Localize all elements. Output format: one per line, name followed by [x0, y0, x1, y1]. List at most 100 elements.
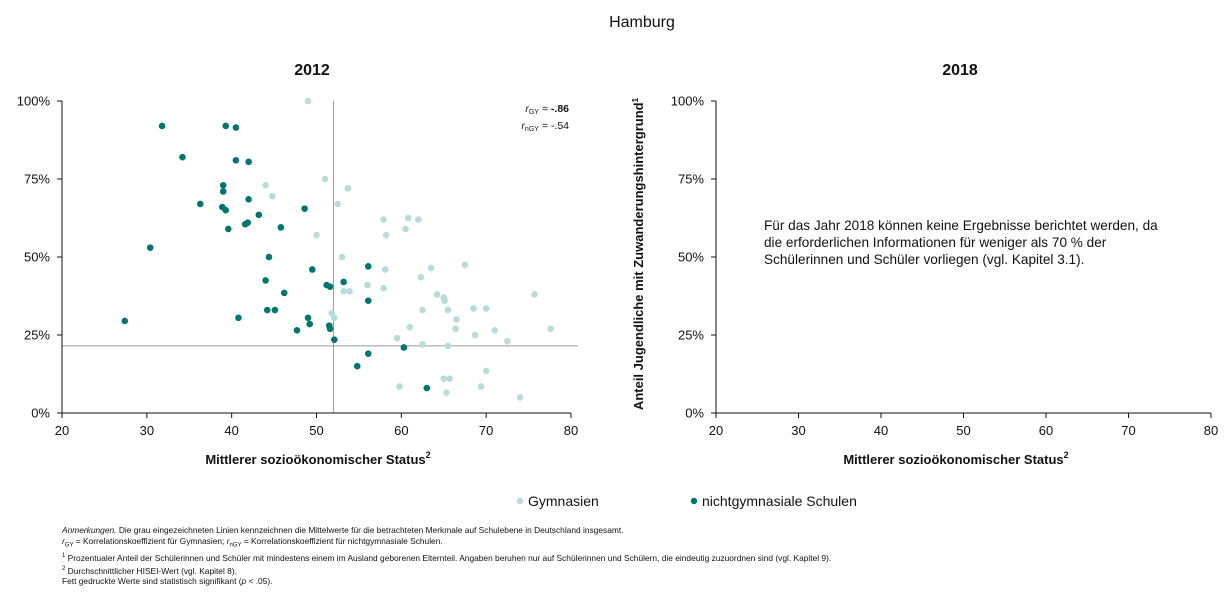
point-nichtgymnasial — [364, 263, 372, 270]
point-gymnasium — [415, 216, 422, 223]
point-nichtgymnasial — [340, 278, 347, 286]
left-x-tick-label: 30 — [140, 423, 154, 438]
left-x-tick-label: 20 — [55, 423, 69, 438]
point-gymnasium — [452, 325, 459, 333]
point-gymnasium — [269, 192, 276, 200]
point-nichtgymnasial — [280, 289, 288, 297]
legend-label-nicht: nichtgymnasiale Schulen — [702, 493, 857, 509]
point-nichtgymnasial — [232, 124, 240, 131]
point-gymnasium — [470, 305, 477, 312]
point-gymnasium — [491, 327, 498, 334]
x-axis-label-2018: Mittlerer sozioökonomischer Status2 — [843, 450, 1068, 467]
point-nichtgymnasial — [331, 336, 338, 343]
left-y-tick-label: 50% — [24, 250, 50, 265]
r-gy-value: -.86 — [551, 103, 569, 115]
right-x-tick-label: 50 — [956, 423, 970, 438]
point-gymnasium — [442, 389, 450, 397]
point-nichtgymnasial — [224, 225, 232, 233]
point-gymnasium — [396, 383, 403, 390]
left-x-tick-label: 60 — [394, 423, 408, 438]
point-nichtgymnasial — [222, 206, 230, 214]
point-nichtgymnasial — [277, 224, 285, 231]
r-ngy-label: rnGY = -.54 — [521, 120, 569, 133]
point-gymnasium — [304, 97, 312, 105]
legend-label-gymnasien: Gymnasien — [528, 493, 599, 509]
point-gymnasium — [444, 306, 452, 314]
y-axis-label-2018: Anteil Jugendliche mit Zuwanderungshinte… — [631, 97, 646, 410]
point-gymnasium — [382, 231, 390, 239]
point-nichtgymnasial — [222, 122, 230, 130]
point-gymnasium — [393, 334, 401, 342]
point-nichtgymnasial — [219, 181, 227, 189]
point-nichtgymnasial — [146, 244, 154, 251]
legend-marker-nicht — [690, 497, 698, 505]
point-gymnasium — [471, 331, 479, 339]
point-nichtgymnasial — [241, 220, 249, 228]
left-y-tick-label: 75% — [24, 172, 50, 187]
r-ngy-value: -.54 — [551, 120, 569, 132]
point-gymnasium — [482, 367, 490, 375]
point-gymnasium — [381, 266, 389, 273]
x-axis-label-2012: Mittlerer sozioökonomischer Status2 — [205, 450, 430, 467]
figure-title: Hamburg — [609, 14, 675, 31]
point-nichtgymnasial — [423, 384, 431, 392]
left-y-tick-label: 100% — [17, 94, 51, 109]
point-gymnasium — [504, 337, 511, 345]
point-nichtgymnasial — [304, 314, 312, 322]
left-y-tick-label: 0% — [31, 406, 50, 421]
point-gymnasium — [406, 323, 414, 331]
left-x-tick-label: 80 — [564, 423, 578, 438]
point-nichtgymnasial — [326, 283, 334, 290]
chart-panel-2018: 2018 20 30 40 50 60 70 80 0% 25% 50% 75% 100% Mittl… — [631, 62, 1218, 467]
note-line-5: Fett gedruckte Werte sind statistisch si… — [62, 576, 273, 587]
point-gymnasium — [364, 281, 371, 289]
right-y-tick-label: 0% — [685, 406, 704, 421]
note-line-2: rGY = Korrelationskoeffizient für Gymnas… — [62, 535, 443, 549]
footnotes: Anmerkungen. Die grau eingezeichneten Li… — [62, 525, 1212, 587]
point-gymnasium — [262, 181, 269, 189]
point-gymnasium — [380, 284, 387, 292]
right-y-tick-label: 100% — [671, 94, 705, 109]
point-nichtgymnasial — [219, 188, 227, 195]
axes-2012: 20 30 40 50 60 70 80 0% 25% 50% 75% 100% — [17, 94, 578, 439]
note-line-3: 1 Prozentualer Anteil der Schülerinnen u… — [62, 553, 832, 564]
point-nichtgymnasial — [306, 320, 314, 328]
point-nichtgymnasial — [353, 362, 361, 370]
point-nichtgymnasial — [179, 153, 186, 161]
right-y-tick-label: 25% — [678, 328, 704, 343]
note-anmerkungen-label: Anmerkungen. — [62, 525, 117, 535]
point-gymnasium — [547, 325, 554, 333]
point-nichtgymnasial — [400, 344, 408, 351]
point-gymnasium — [402, 225, 409, 233]
point-gymnasium — [344, 185, 352, 192]
point-gymnasium — [417, 273, 425, 281]
point-gymnasium — [321, 175, 329, 183]
point-gymnasium — [334, 200, 342, 208]
point-nichtgymnasial — [232, 156, 240, 164]
left-x-tick-label: 70 — [479, 423, 493, 438]
right-x-tick-label: 60 — [1039, 423, 1053, 438]
correlation-box: rGY = -.86 rnGY = -.54 — [521, 103, 569, 133]
point-gymnasium — [531, 291, 538, 298]
data-points-2012 — [121, 97, 554, 401]
no-results-note: Für das Jahr 2018 können keine Ergebniss… — [764, 218, 1158, 267]
point-gymnasium — [427, 264, 435, 272]
right-x-tick-label: 20 — [709, 423, 723, 438]
legend-marker-gymnasien — [516, 497, 524, 505]
panel-title-2018: 2018 — [942, 62, 978, 79]
chart-panel-2012: 2012 20 30 40 50 60 70 80 0% 25% 50% 75% 100% rGY =… — [17, 62, 578, 467]
point-gymnasium — [346, 288, 353, 295]
right-x-tick-label: 30 — [791, 423, 805, 438]
right-y-tick-label: 75% — [678, 172, 704, 187]
right-y-tick-label: 50% — [678, 250, 704, 265]
point-gymnasium — [313, 231, 320, 239]
panel-title-2012: 2012 — [294, 62, 330, 79]
point-nichtgymnasial — [158, 122, 166, 130]
point-nichtgymnasial — [121, 317, 129, 325]
legend: Gymnasien nichtgymnasiale Schulen — [516, 493, 857, 509]
point-nichtgymnasial — [301, 205, 308, 212]
point-nichtgymnasial — [255, 211, 263, 219]
point-gymnasium — [440, 375, 448, 382]
point-nichtgymnasial — [263, 306, 271, 314]
point-nichtgymnasial — [245, 195, 252, 203]
